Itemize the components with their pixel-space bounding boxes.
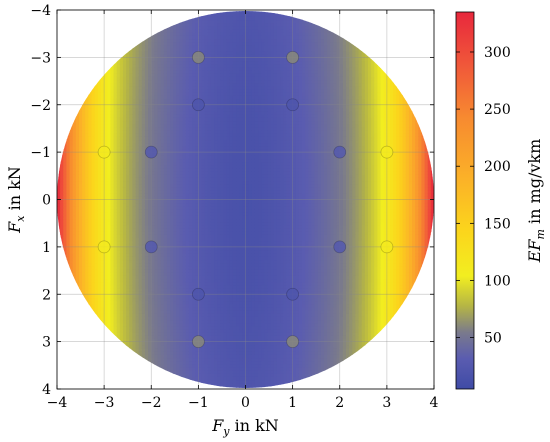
y-tick-label: −4	[30, 3, 51, 19]
measurement-point	[191, 287, 205, 301]
y-axis-label: Fx in kN	[5, 166, 27, 234]
measurement-point	[191, 335, 205, 349]
colorbar-tick-label: 50	[484, 331, 502, 347]
x-tick-label: 2	[335, 395, 344, 411]
plot-area: −4 −3 −2 −1 0 1 2 3 4 −4 −3 −2 −1 0 1 2 3 4 Fy in kN Fx …	[5, 3, 439, 438]
colorbar: 50 100 150 200 250 300 EFm in mg/vkm	[455, 11, 547, 390]
x-tick-label: 1	[288, 395, 297, 411]
x-tick-label: −1	[188, 395, 209, 411]
colorbar-label: EFm in mg/vkm	[525, 139, 547, 264]
x-axis-label: Fy in kN	[211, 416, 279, 438]
measurement-point	[380, 145, 394, 159]
x-tick-labels: −4 −3 −2 −1 0 1 2 3 4	[47, 10, 439, 411]
measurement-point	[380, 240, 394, 254]
x-tick-label: −3	[94, 395, 115, 411]
colorbar-ticks: 50 100 150 200 250 300	[456, 45, 511, 347]
y-tick-label: −1	[30, 145, 51, 161]
colorbar-gradient	[455, 11, 475, 390]
measurement-point	[286, 98, 300, 112]
y-tick-label: −3	[30, 50, 51, 66]
colorbar-tick-label: 100	[484, 273, 511, 289]
x-tick-label: −2	[141, 395, 162, 411]
measurement-point	[286, 50, 300, 64]
x-tick-label: 0	[241, 395, 250, 411]
colorbar-tick-label: 150	[484, 216, 511, 232]
measurement-point	[286, 335, 300, 349]
colorbar-tick-label: 200	[484, 159, 511, 175]
grid-lines	[56, 9, 435, 390]
y-tick-label: −2	[30, 98, 51, 114]
measurement-point	[333, 145, 347, 159]
y-tick-label: 3	[42, 335, 51, 351]
measurement-point	[191, 98, 205, 112]
x-tick-label: −4	[47, 395, 68, 411]
y-tick-label: 0	[42, 193, 51, 209]
emission-field	[57, 11, 434, 388]
x-tick-label: 4	[430, 395, 439, 411]
y-tick-labels: −4 −3 −2 −1 0 1 2 3 4	[30, 3, 434, 398]
y-tick-label: 1	[42, 240, 51, 256]
measurement-points	[97, 50, 394, 349]
y-tick-label: 4	[42, 382, 51, 398]
measurement-point	[191, 50, 205, 64]
measurement-point	[97, 240, 111, 254]
y-tick-label: 2	[42, 287, 51, 303]
x-tick-label: 3	[382, 395, 391, 411]
measurement-point	[286, 287, 300, 301]
field-cells	[57, 11, 434, 388]
measurement-point	[333, 240, 347, 254]
measurement-point	[97, 145, 111, 159]
colorbar-tick-label: 250	[484, 102, 511, 118]
measurement-point	[144, 145, 158, 159]
measurement-point	[144, 240, 158, 254]
colorbar-tick-label: 300	[484, 45, 511, 61]
